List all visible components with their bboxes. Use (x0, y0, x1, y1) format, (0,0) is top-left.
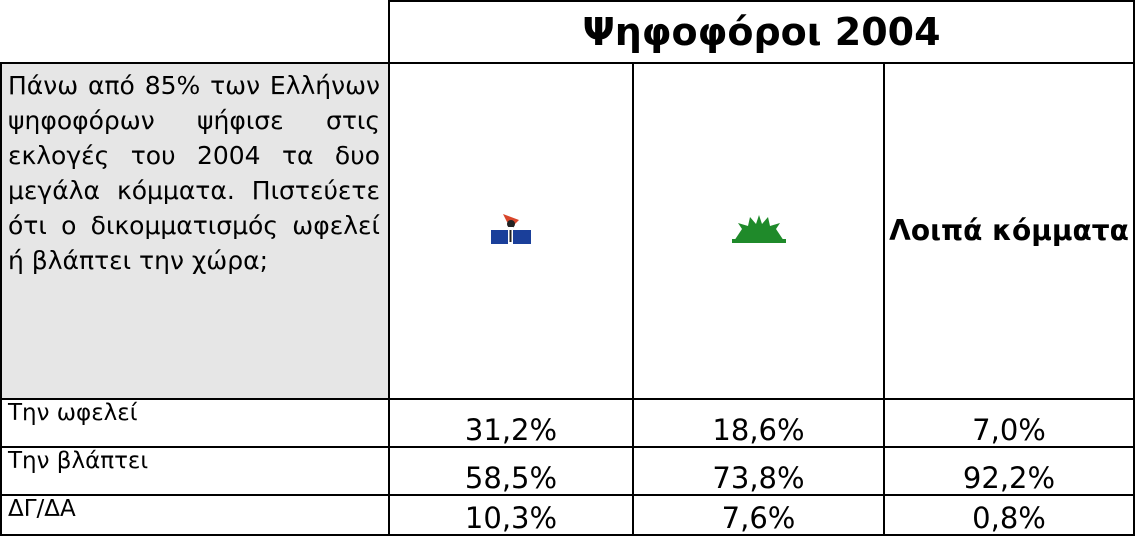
row: Την βλάπτει 58,5% 73,8% 92,2% (0, 446, 1135, 496)
question: Πάνω από 85% των Ελλήνων ψηφοφόρων ψήφισ… (0, 62, 390, 400)
row: ΔΓ/ΔΑ 10,3% 7,6% 0,8% (0, 494, 1135, 536)
row-label: Την βλάπτει (0, 446, 390, 496)
cell-value: 58,5% (388, 446, 634, 496)
cell-value: 31,2% (388, 398, 634, 448)
cell-value: 7,0% (883, 398, 1135, 448)
row-label: ΔΓ/ΔΑ (0, 494, 390, 536)
cell-value: 10,3% (388, 494, 634, 536)
cell-value: 18,6% (632, 398, 885, 448)
pasok-logo-cell (632, 62, 885, 400)
cell-value: 92,2% (883, 446, 1135, 496)
header: Ψηφοφόροι 2004 (388, 0, 1135, 64)
rows: Την ωφελεί 31,2% 18,6% 7,0% Την βλάπτει 58,5%… (0, 398, 1135, 536)
empty-cell (1, 1, 389, 64)
cell-value: 73,8% (632, 446, 885, 496)
pasok-logo (731, 215, 786, 243)
cell-value: 0,8% (883, 494, 1135, 536)
row-label: Την ωφελεί (0, 398, 390, 448)
cell-value: 7,6% (632, 494, 885, 536)
nd-logo (491, 214, 531, 244)
nd-logo-cell (388, 62, 634, 400)
row: Την ωφελεί 31,2% 18,6% 7,0% (0, 398, 1135, 448)
other-parties: Λοιπά κόμματα (883, 62, 1135, 400)
